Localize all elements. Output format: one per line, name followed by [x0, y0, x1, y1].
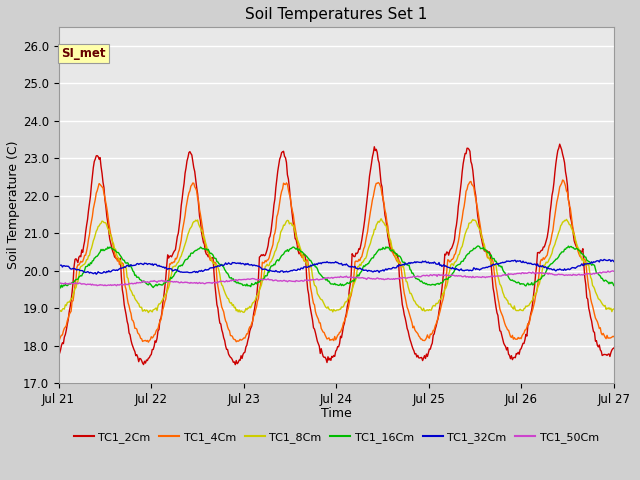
- Title: Soil Temperatures Set 1: Soil Temperatures Set 1: [245, 7, 428, 22]
- X-axis label: Time: Time: [321, 407, 351, 420]
- Text: SI_met: SI_met: [61, 47, 106, 60]
- Y-axis label: Soil Temperature (C): Soil Temperature (C): [7, 141, 20, 269]
- Legend: TC1_2Cm, TC1_4Cm, TC1_8Cm, TC1_16Cm, TC1_32Cm, TC1_50Cm: TC1_2Cm, TC1_4Cm, TC1_8Cm, TC1_16Cm, TC1…: [69, 428, 604, 447]
